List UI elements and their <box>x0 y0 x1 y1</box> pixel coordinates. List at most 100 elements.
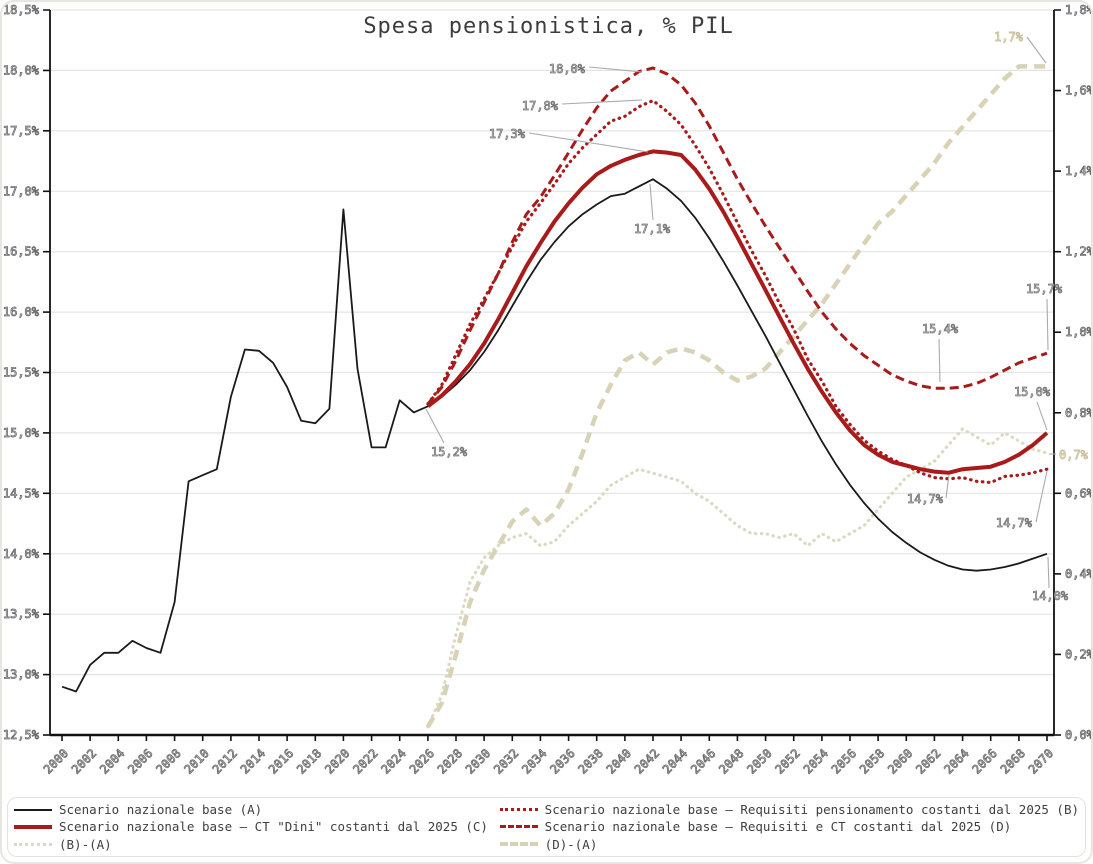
x-tick-label: 2020 <box>322 746 352 776</box>
y-right-tick-label: 0,0% <box>1065 728 1093 742</box>
legend-label-B: Scenario nazionale base – Requisiti pens… <box>544 802 1079 818</box>
y-left-tick-label: 14,0% <box>3 547 40 561</box>
y-right-tick-label: 0,4% <box>1065 567 1093 581</box>
y-right-tick-label: 1,6% <box>1065 84 1093 98</box>
y-right-tick-label: 1,2% <box>1065 245 1093 259</box>
x-tick-label: 2022 <box>350 746 380 776</box>
annotation-label: 17,3% <box>489 127 526 141</box>
series-A-line <box>61 178 1048 693</box>
x-tick-label: 2048 <box>716 746 746 776</box>
x-tick-label: 2068 <box>998 746 1028 776</box>
x-tick-label: 2036 <box>547 746 577 776</box>
x-tick-label: 2002 <box>69 746 99 776</box>
x-tick-label: 2056 <box>829 746 859 776</box>
y-left-tick-label: 16,0% <box>3 305 40 319</box>
legend-swatch-B-A <box>14 842 52 846</box>
legend-item-D-A: (D)-(A) <box>499 836 1079 853</box>
annotation-label: 1,7% <box>994 30 1024 44</box>
x-tick-label: 2064 <box>941 746 971 776</box>
gridlines <box>50 9 1054 736</box>
legend-item-C: Scenario nazionale base – CT "Dini" cost… <box>14 818 500 835</box>
annotation-label: 15,2% <box>431 445 468 459</box>
x-tick-label: 2046 <box>688 746 718 776</box>
y-left-tick-label: 15,5% <box>3 366 40 380</box>
x-tick-label: 2000 <box>41 746 71 776</box>
annotation-label: 15,4% <box>922 322 959 336</box>
y-right-tick-label: 0,2% <box>1065 647 1093 661</box>
y-left-tick-label: 17,5% <box>3 124 40 138</box>
annotation-label: 15,0% <box>1014 385 1051 399</box>
x-tick-label: 2026 <box>407 746 437 776</box>
x-tick-label: 2040 <box>604 746 634 776</box>
x-tick-label: 2032 <box>491 746 521 776</box>
legend-label-A: Scenario nazionale base (A) <box>59 802 263 818</box>
x-tick-label: 2014 <box>238 746 268 776</box>
series-B-A-line <box>426 427 1049 729</box>
annotation-label: 15,7% <box>1026 282 1063 296</box>
legend-item-A: Scenario nazionale base (A) <box>14 801 500 818</box>
series-lines <box>61 64 1049 729</box>
y-right-tick-label: 1,0% <box>1065 325 1093 339</box>
legend-swatch-C <box>14 824 52 829</box>
y-left-tick-label: 12,5% <box>3 728 40 742</box>
legend-column-left: Scenario nazionale base (A) Scenario nazi… <box>14 801 500 853</box>
chart-legend: Scenario nazionale base (A) Scenario nazi… <box>7 797 1086 857</box>
annotation-label: 18,0% <box>549 62 586 76</box>
legend-item-D: Scenario nazionale base – Requisiti e CT… <box>499 818 1079 835</box>
x-tick-label: 2060 <box>885 746 915 776</box>
x-tick-label: 2028 <box>435 746 465 776</box>
x-tick-label: 2062 <box>913 746 943 776</box>
legend-swatch-D-A <box>499 842 538 847</box>
x-tick-label: 2016 <box>266 746 296 776</box>
legend-swatch-A <box>14 808 52 811</box>
series-C-line <box>426 149 1049 475</box>
legend-column-right: Scenario nazionale base – Requisiti pens… <box>499 801 1079 853</box>
pension-chart-canvas: 18,5% 18,0% 17,5% 17,0% 16,5% 16,0% 15,5% 15,0%… <box>2 3 1093 777</box>
legend-label-B-A: (B)-(A) <box>59 836 112 852</box>
legend-label-D-A: (D)-(A) <box>544 836 598 852</box>
annotation-label: 14,0% <box>1032 589 1069 603</box>
x-tick-label: 2004 <box>97 746 127 776</box>
annotation-label: 0,7% <box>1059 448 1089 462</box>
x-tick-label: 2018 <box>294 746 324 776</box>
x-tick-label: 2058 <box>857 746 887 776</box>
annotation-label: 17,1% <box>634 222 671 236</box>
x-tick-label: 2006 <box>125 746 155 776</box>
y-left-tick-label: 13,0% <box>3 668 40 682</box>
legend-swatch-B <box>499 808 538 812</box>
x-tick-label: 2034 <box>519 746 549 776</box>
series-D-line <box>426 66 1048 405</box>
x-tick-label: 2066 <box>969 746 999 776</box>
chart-title: Spesa pensionistica, % PIL <box>363 14 734 39</box>
annotation-label: 17,8% <box>522 99 559 113</box>
series-D-A-line <box>425 64 1047 729</box>
x-tick-label: 2054 <box>801 746 831 776</box>
legend-item-B: Scenario nazionale base – Requisiti pens… <box>499 801 1079 818</box>
axes: 18,5% 18,0% 17,5% 17,0% 16,5% 16,0% 15,5% 15,0%… <box>2 3 1093 777</box>
y-left-tick-label: 18,5% <box>3 3 40 17</box>
x-tick-label: 2012 <box>210 746 240 776</box>
y-left-tick-label: 15,0% <box>3 426 40 440</box>
x-tick-label: 2070 <box>1026 746 1056 776</box>
x-tick-label: 2030 <box>463 746 493 776</box>
y-left-tick-label: 18,0% <box>3 63 40 77</box>
annotation-label: 14,7% <box>907 492 944 506</box>
x-tick-label: 2044 <box>660 746 690 776</box>
y-left-tick-label: 17,0% <box>3 184 40 198</box>
series-B-line <box>426 99 1049 485</box>
y-left-tick-label: 13,5% <box>3 607 40 621</box>
x-tick-label: 2008 <box>153 746 183 776</box>
legend-swatch-D <box>499 825 538 829</box>
x-tick-label: 2052 <box>772 746 802 776</box>
legend-label-C: Scenario nazionale base – CT "Dini" cost… <box>59 819 488 835</box>
x-tick-label: 2024 <box>378 746 408 776</box>
y-left-tick-label: 14,5% <box>3 486 40 500</box>
legend-item-B-A: (B)-(A) <box>14 836 500 853</box>
x-tick-label: 2038 <box>575 746 605 776</box>
annotations: 18,0% 17,8% 17,3% 17,1% 15,2% 15,4% 15,7% 15,0%… <box>425 30 1089 603</box>
y-right-tick-label: 0,6% <box>1065 486 1093 500</box>
y-right-tick-label: 0,8% <box>1065 406 1093 420</box>
y-right-tick-label: 1,4% <box>1065 164 1093 178</box>
y-right-tick-label: 1,8% <box>1065 3 1093 17</box>
